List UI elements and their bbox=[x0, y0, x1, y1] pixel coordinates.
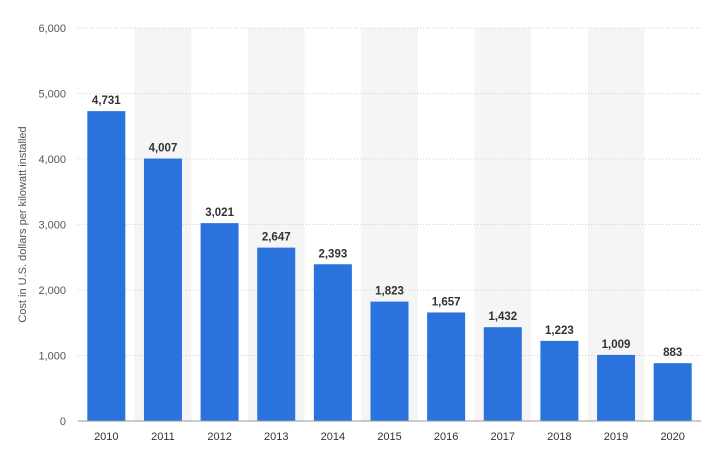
x-tick-label: 2011 bbox=[151, 431, 175, 443]
bar bbox=[143, 158, 182, 421]
y-tick-label: 0 bbox=[60, 416, 66, 428]
x-tick-label: 2019 bbox=[604, 431, 628, 443]
x-tick-label: 2017 bbox=[491, 431, 515, 443]
bars bbox=[87, 111, 692, 421]
data-label: 4,007 bbox=[149, 143, 178, 155]
y-axis-title: Cost in U.S. dollars per kilowatt instal… bbox=[17, 126, 29, 322]
x-tick-label: 2010 bbox=[94, 431, 118, 443]
data-label: 2,393 bbox=[318, 248, 347, 260]
x-tick-label: 2014 bbox=[321, 431, 345, 443]
bar bbox=[257, 247, 296, 421]
data-label: 1,823 bbox=[375, 286, 404, 298]
bar bbox=[200, 223, 239, 421]
data-label: 883 bbox=[663, 347, 682, 359]
y-tick-label: 6,000 bbox=[38, 23, 66, 35]
bar bbox=[597, 354, 636, 421]
y-tick-label: 4,000 bbox=[38, 154, 66, 166]
x-tick-label: 2013 bbox=[264, 431, 288, 443]
y-tick-label: 5,000 bbox=[38, 89, 66, 101]
data-label: 1,223 bbox=[545, 325, 574, 337]
data-label: 1,657 bbox=[432, 296, 461, 308]
x-tick-label: 2015 bbox=[377, 431, 401, 443]
x-tick-label: 2020 bbox=[660, 431, 684, 443]
x-tick-label: 2016 bbox=[434, 431, 458, 443]
y-tick-label: 1,000 bbox=[38, 351, 66, 363]
data-label: 1,432 bbox=[488, 311, 517, 323]
bar bbox=[87, 111, 126, 421]
bar bbox=[313, 264, 352, 421]
y-tick-label: 3,000 bbox=[38, 220, 66, 232]
y-axis-ticks: 0 1,000 2,000 3,000 4,000 5,000 6,000 bbox=[38, 23, 66, 428]
bar bbox=[653, 363, 692, 421]
x-tick-label: 2018 bbox=[547, 431, 571, 443]
data-labels: 4,731 4,007 3,021 2,647 2,393 1,823 1,657 1,432… bbox=[92, 95, 682, 359]
data-label: 3,021 bbox=[205, 207, 234, 219]
data-label: 1,009 bbox=[602, 339, 631, 351]
x-axis-ticks: 2010 2011 2012 2013 2014 2015 2016 2017 2018 2019… bbox=[94, 431, 685, 443]
bar bbox=[427, 312, 466, 421]
data-label: 2,647 bbox=[262, 232, 291, 244]
x-tick-label: 2012 bbox=[207, 431, 231, 443]
bar bbox=[370, 301, 409, 421]
bar bbox=[483, 327, 522, 421]
data-label: 4,731 bbox=[92, 95, 121, 107]
bar bbox=[540, 340, 579, 421]
y-tick-label: 2,000 bbox=[38, 285, 66, 297]
